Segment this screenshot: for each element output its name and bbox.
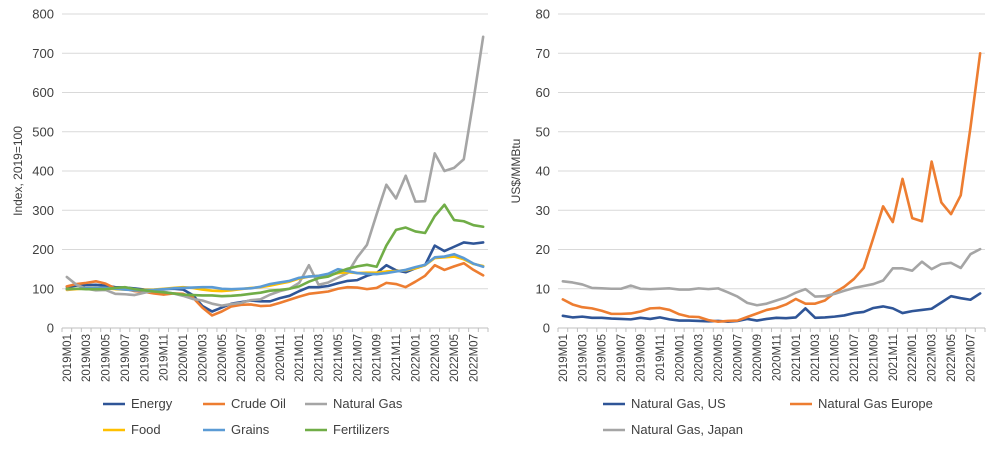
x-tick-label: 2019M11 [655, 334, 667, 381]
x-tick-label: 2020M05 [713, 334, 725, 382]
x-tick-label: 2020M03 [197, 334, 209, 382]
y-tick-label: 800 [32, 7, 54, 22]
legend-label-crude-oil: Crude Oil [231, 396, 286, 411]
x-tick-label: 2019M01 [558, 334, 570, 382]
x-tick-label: 2020M11 [771, 334, 783, 381]
legend-label-energy: Energy [131, 396, 173, 411]
x-tick-label: 2019M07 [120, 334, 132, 382]
x-tick-label: 2020M01 [674, 334, 686, 382]
x-tick-label: 2020M07 [733, 334, 745, 382]
x-tick-label: 2021M07 [849, 334, 861, 382]
legend-label-natural-gas-europe: Natural Gas Europe [818, 396, 933, 411]
y-tick-label: 10 [536, 281, 550, 296]
x-tick-label: 2019M09 [139, 334, 151, 382]
x-tick-label: 2022M05 [449, 334, 461, 382]
series-line-fertilizers [65, 203, 485, 298]
x-tick-label: 2021M09 [868, 334, 880, 382]
legend-label-food: Food [131, 422, 161, 437]
x-tick-label: 2020M09 [255, 334, 267, 382]
y-tick-label: 100 [32, 281, 54, 296]
x-tick-label: 2021M11 [888, 334, 900, 381]
x-tick-label: 2022M03 [927, 334, 939, 382]
y-tick-label: 700 [32, 46, 54, 61]
y-tick-label: 60 [536, 85, 550, 100]
x-tick-label: 2022M05 [946, 334, 958, 382]
x-tick-label: 2020M03 [694, 334, 706, 382]
x-tick-label: 2021M01 [294, 334, 306, 382]
x-tick-label: 2020M01 [178, 334, 190, 382]
y-tick-label: 70 [536, 46, 550, 61]
legend-label-fertilizers: Fertilizers [333, 422, 390, 437]
series-line-natural-gas-japan [561, 247, 982, 307]
x-tick-label: 2021M05 [830, 334, 842, 382]
legend-label-natural-gas: Natural Gas [333, 396, 403, 411]
x-tick-label: 2022M01 [907, 334, 919, 382]
x-tick-label: 2022M07 [965, 334, 977, 382]
y-tick-label: 0 [543, 321, 550, 336]
x-tick-label: 2021M01 [791, 334, 803, 382]
legend-label-natural-gas-japan: Natural Gas, Japan [631, 422, 743, 437]
x-tick-label: 2019M03 [577, 334, 589, 382]
y-axis-label: US$/MMBtu [509, 139, 523, 204]
x-tick-label: 2022M07 [468, 334, 480, 382]
x-tick-label: 2019M03 [81, 334, 93, 382]
y-tick-label: 40 [536, 164, 550, 179]
x-tick-label: 2020M07 [236, 334, 248, 382]
x-tick-label: 2019M11 [159, 334, 171, 381]
x-tick-label: 2022M03 [430, 334, 442, 382]
x-tick-label: 2021M03 [810, 334, 822, 382]
y-tick-label: 300 [32, 203, 54, 218]
x-tick-label: 2019M09 [635, 334, 647, 382]
y-tick-label: 500 [32, 124, 54, 139]
x-tick-label: 2022M01 [410, 334, 422, 382]
y-axis-label: Index, 2019=100 [11, 126, 25, 216]
x-tick-label: 2021M05 [333, 334, 345, 382]
x-tick-label: 2020M05 [217, 334, 229, 382]
x-tick-label: 2021M07 [352, 334, 364, 382]
gas-price-chart: 0 10 20 30 40 50 60 70 80 2019M01 2019M03 2019M05 20… [509, 7, 986, 437]
legend-label-natural-gas-us: Natural Gas, US [631, 396, 726, 411]
series-line-natural-gas [65, 35, 485, 307]
legend-label-grains: Grains [231, 422, 270, 437]
y-tick-label: 50 [536, 124, 550, 139]
y-tick-label: 30 [536, 203, 550, 218]
y-tick-label: 400 [32, 164, 54, 179]
series-line-food [65, 255, 485, 293]
x-tick-label: 2019M05 [101, 334, 113, 382]
x-tick-label: 2020M11 [275, 334, 287, 381]
series-line-natural-gas-us [561, 292, 982, 324]
index-chart: 0 100 200 300 400 500 600 700 800 2019M01 2019M03 2… [11, 7, 489, 437]
x-tick-label: 2019M01 [62, 334, 74, 382]
x-tick-label: 2020M09 [752, 334, 764, 382]
x-tick-label: 2021M03 [314, 334, 326, 382]
x-tick-label: 2021M09 [372, 334, 384, 382]
x-tick-label: 2019M05 [597, 334, 609, 382]
x-tick-label: 2019M07 [616, 334, 628, 382]
y-tick-label: 0 [47, 321, 54, 336]
x-tick-label: 2021M11 [391, 334, 403, 381]
y-tick-label: 600 [32, 85, 54, 100]
y-tick-label: 20 [536, 242, 550, 257]
series-line-natural-gas-europe [561, 51, 982, 324]
y-tick-label: 80 [536, 7, 550, 22]
y-tick-label: 200 [32, 242, 54, 257]
